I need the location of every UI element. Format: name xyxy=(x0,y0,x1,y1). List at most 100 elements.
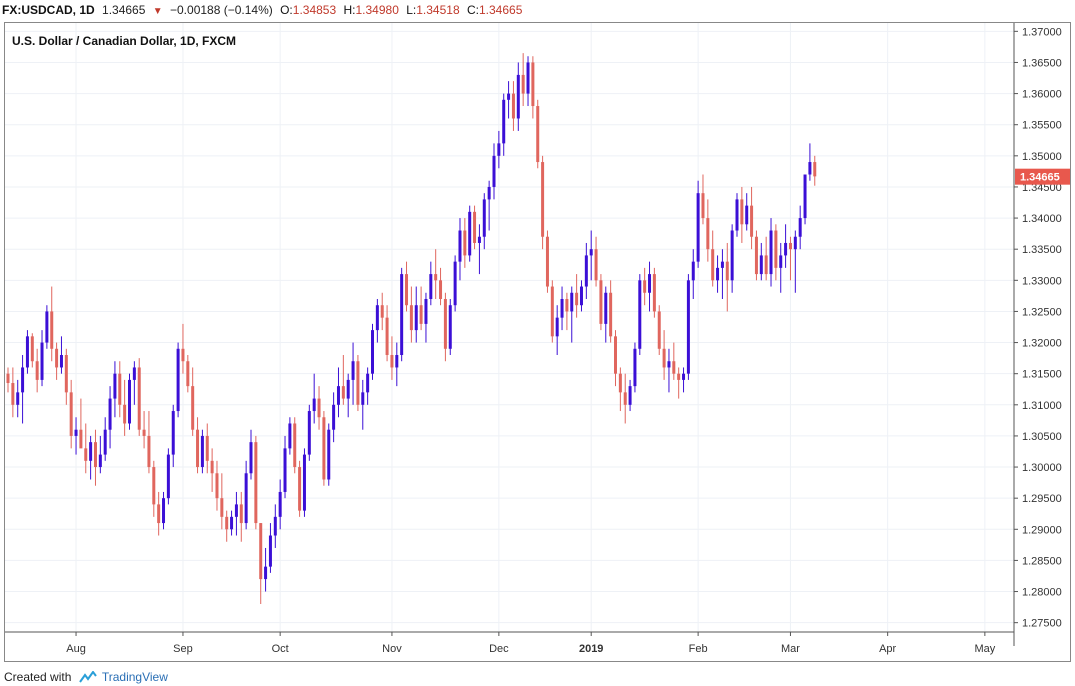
y-tick-label: 1.28500 xyxy=(1022,555,1062,567)
candle-body xyxy=(55,348,59,368)
candle-body xyxy=(565,298,569,312)
candle-body xyxy=(181,348,185,362)
candle-body xyxy=(152,467,156,505)
x-tick-label: Apr xyxy=(879,643,896,655)
candle-body xyxy=(307,411,311,455)
y-tick-label: 1.34000 xyxy=(1022,213,1062,225)
candle-body xyxy=(473,211,477,243)
candle-body xyxy=(205,435,209,461)
candle-body xyxy=(25,336,29,368)
candle-body xyxy=(50,311,54,349)
candle-body xyxy=(614,336,617,374)
candle-body xyxy=(667,361,671,368)
candle-body xyxy=(609,292,613,337)
candle-body xyxy=(21,367,25,393)
candle-body xyxy=(691,261,695,281)
candle-body xyxy=(98,454,102,468)
candle-body xyxy=(672,361,676,374)
tradingview-logo-icon xyxy=(78,671,97,683)
candle-body xyxy=(409,305,413,331)
candle-body xyxy=(448,305,452,349)
last-price: 1.34665 xyxy=(102,3,146,17)
high-label: H: xyxy=(343,3,356,17)
candle-body xyxy=(317,398,321,418)
y-tick-label: 1.29500 xyxy=(1022,493,1062,505)
candle-body xyxy=(79,429,83,449)
candle-body xyxy=(244,473,248,524)
candle-body xyxy=(186,361,190,387)
candle-body xyxy=(273,516,277,536)
candle-body xyxy=(531,62,535,107)
chart-area[interactable]: 1.37000 1.36500 1.36000 1.35500 1.35000 1.345… xyxy=(4,22,1071,662)
candle-body xyxy=(35,361,39,380)
candle-body xyxy=(652,274,656,312)
candle-body xyxy=(356,361,360,405)
candle-body xyxy=(482,199,486,237)
candle-body xyxy=(142,429,146,436)
candle-body xyxy=(230,516,234,530)
y-tick-label: 1.32500 xyxy=(1022,306,1062,318)
y-tick-label: 1.27500 xyxy=(1022,618,1062,630)
candle-body xyxy=(541,162,545,237)
candle-body xyxy=(618,373,622,393)
y-tick-label: 1.33000 xyxy=(1022,275,1062,287)
candle-body xyxy=(259,523,263,580)
candlestick-chart[interactable]: 1.37000 1.36500 1.36000 1.35500 1.35000 1.345… xyxy=(4,22,1071,662)
candle-body xyxy=(813,162,817,177)
candle-body xyxy=(390,355,394,368)
candle-body xyxy=(196,429,200,468)
candle-body xyxy=(166,454,170,499)
candle-body xyxy=(686,280,690,374)
candle-body xyxy=(220,498,224,517)
candle-body xyxy=(740,199,744,225)
candle-body xyxy=(497,143,501,156)
y-tick-label: 1.31000 xyxy=(1022,400,1062,412)
candle-body xyxy=(162,498,166,524)
candle-body xyxy=(453,261,457,306)
candle-body xyxy=(191,386,195,430)
candle-body xyxy=(45,311,49,343)
created-with-text: Created with xyxy=(4,670,72,684)
candle-body xyxy=(750,205,754,237)
y-tick-label: 1.30000 xyxy=(1022,462,1062,474)
candle-body xyxy=(594,249,598,281)
candle-body xyxy=(677,373,681,380)
open-value: 1.34853 xyxy=(292,3,337,17)
y-tick-label: 1.33500 xyxy=(1022,244,1062,256)
tradingview-brand[interactable]: TradingView xyxy=(101,670,168,684)
open-label: O: xyxy=(280,3,293,17)
candle-body xyxy=(487,186,491,200)
candle-body xyxy=(759,255,763,275)
candle-body xyxy=(6,373,10,384)
candle-body xyxy=(375,305,379,331)
candle-body xyxy=(30,336,34,362)
candle-body xyxy=(696,193,700,262)
candle-body xyxy=(11,383,15,405)
x-tick-label: 2019 xyxy=(579,643,603,655)
candle-body xyxy=(69,392,73,436)
candle-body xyxy=(716,267,720,281)
candle-body xyxy=(599,280,603,324)
candle-body xyxy=(638,280,642,349)
symbol-header: FX:USDCAD, 1D 1.34665 ▼ −0.00188 (−0.14%… xyxy=(2,3,526,19)
candle-body xyxy=(234,504,238,517)
candle-body xyxy=(385,317,389,356)
y-tick-label: 1.32000 xyxy=(1022,338,1062,350)
candle-body xyxy=(720,261,724,268)
candle-body xyxy=(157,504,161,524)
candle-body xyxy=(682,373,686,380)
y-tick-label: 1.36500 xyxy=(1022,57,1062,69)
candle-body xyxy=(16,392,20,405)
candle-body xyxy=(463,230,467,256)
candle-body xyxy=(458,230,462,262)
y-tick-label: 1.30500 xyxy=(1022,431,1062,443)
candle-body xyxy=(424,298,428,324)
x-tick-label: Mar xyxy=(781,643,800,655)
candle-body xyxy=(706,218,710,250)
down-arrow-icon: ▼ xyxy=(152,6,163,17)
candle-body xyxy=(526,62,530,94)
close-label: C: xyxy=(466,3,479,17)
candle-body xyxy=(793,236,797,250)
y-tick-label: 1.31500 xyxy=(1022,369,1062,381)
candle-body xyxy=(371,330,374,374)
